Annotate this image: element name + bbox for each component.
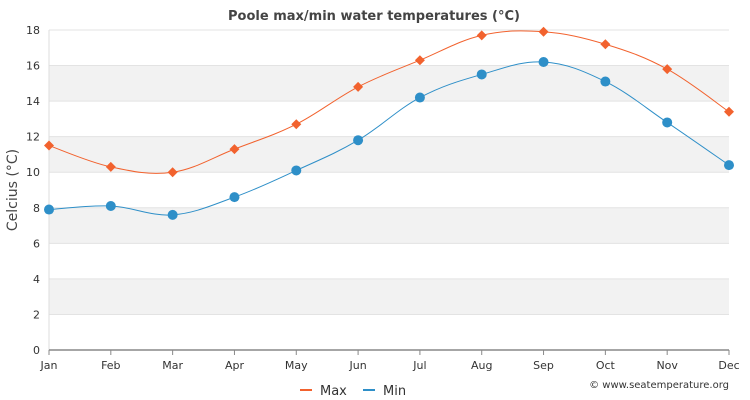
grid-band [49, 65, 729, 102]
x-tick-label: Dec [718, 359, 739, 372]
data-point-min[interactable] [229, 192, 240, 203]
legend-item-min[interactable]: Min [363, 384, 406, 399]
y-tick-label: 4 [33, 273, 40, 286]
y-tick-label: 18 [26, 24, 40, 37]
grid-band [49, 278, 729, 315]
x-tick-label: Apr [225, 359, 245, 372]
data-point-max[interactable] [44, 140, 54, 151]
data-point-min[interactable] [600, 76, 611, 87]
y-tick-label: 10 [26, 166, 40, 179]
y-axis-label: Celcius (°C) [5, 149, 21, 231]
data-point-max[interactable] [353, 81, 364, 92]
data-point-min[interactable] [167, 209, 178, 220]
x-axis-ticks: Jan Feb Mar Apr May Jun Jul Aug Sep Oct Nov Dec [40, 359, 740, 372]
y-tick-label: 16 [26, 60, 40, 73]
grid-band [49, 136, 729, 173]
data-point-min[interactable] [291, 165, 302, 176]
data-point-max[interactable] [105, 161, 116, 172]
series-min [44, 57, 734, 220]
x-tick-label: Mar [162, 359, 183, 372]
data-point-min[interactable] [353, 135, 364, 146]
x-tick-label: Jul [412, 359, 426, 372]
legend-item-max[interactable]: Max [300, 384, 347, 399]
grid-bands [49, 65, 729, 315]
grid-lines [48, 29, 729, 351]
grid-band [49, 207, 729, 244]
data-point-min[interactable] [414, 92, 425, 103]
data-point-min[interactable] [538, 57, 549, 67]
y-tick-label: 8 [33, 202, 40, 215]
data-point-max[interactable] [414, 55, 425, 66]
data-point-max[interactable] [167, 167, 178, 178]
y-tick-label: 2 [33, 308, 40, 321]
y-tick-label: 14 [26, 95, 40, 108]
data-point-min[interactable] [476, 69, 487, 80]
x-axis [48, 349, 730, 355]
x-tick-label: May [285, 359, 308, 372]
x-tick-label: Nov [656, 359, 678, 372]
x-tick-label: Aug [471, 359, 492, 372]
x-tick-label: Oct [596, 359, 616, 372]
data-point-min[interactable] [44, 204, 54, 215]
data-point-min[interactable] [105, 201, 116, 211]
chart-title: Poole max/min water temperatures (°C) [228, 9, 520, 24]
x-tick-label: Jun [348, 359, 366, 372]
series-layer [44, 26, 734, 220]
y-tick-label: 0 [33, 344, 40, 357]
x-tick-label: Sep [533, 359, 554, 372]
data-point-max[interactable] [538, 26, 549, 37]
series-max [44, 26, 734, 178]
data-point-min[interactable] [724, 160, 734, 171]
data-point-max[interactable] [291, 119, 302, 130]
legend-label-min: Min [383, 384, 406, 399]
y-axis-ticks: 0 2 4 6 8 10 12 14 16 18 [26, 24, 40, 357]
data-point-max[interactable] [600, 39, 611, 50]
data-point-max[interactable] [662, 64, 673, 75]
credit-text: © www.seatemperature.org [589, 380, 729, 391]
data-point-min[interactable] [662, 117, 673, 128]
legend-label-max: Max [320, 384, 347, 399]
legend[interactable]: Max Min [300, 384, 406, 399]
y-tick-label: 12 [26, 131, 40, 144]
data-point-max[interactable] [724, 106, 734, 117]
y-tick-label: 6 [33, 237, 40, 250]
x-tick-label: Feb [101, 359, 120, 372]
data-point-max[interactable] [229, 144, 240, 155]
data-point-max[interactable] [476, 30, 487, 41]
x-tick-label: Jan [40, 359, 58, 372]
